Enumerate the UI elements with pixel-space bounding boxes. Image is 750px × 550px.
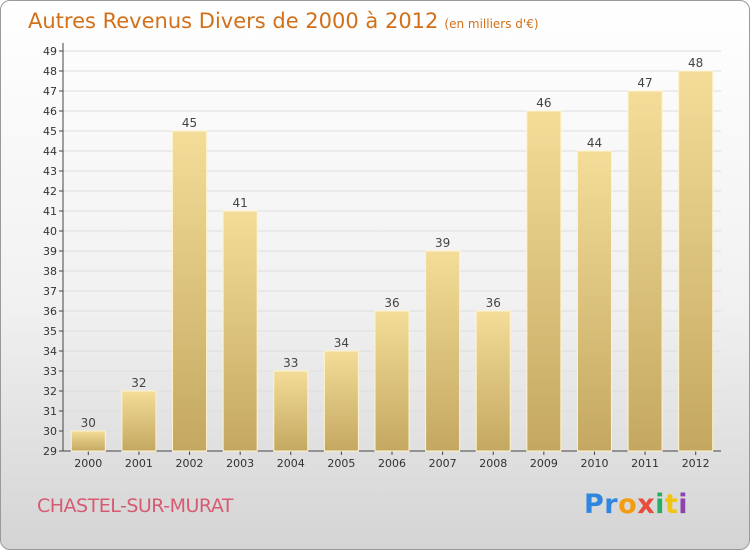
- bar-2003: [222, 210, 258, 452]
- y-tick-label: 42: [43, 185, 57, 198]
- data-label: 30: [81, 416, 96, 430]
- data-label: 32: [131, 376, 146, 390]
- x-tick-label: 2009: [530, 457, 558, 470]
- y-tick-label: 47: [43, 85, 57, 98]
- bar-2011: [627, 90, 663, 452]
- y-tick-label: 29: [43, 445, 57, 458]
- data-label: 47: [637, 76, 652, 90]
- y-tick-label: 43: [43, 165, 57, 178]
- y-tick-label: 36: [43, 305, 57, 318]
- logo-letter: o: [618, 489, 638, 520]
- y-tick-label: 38: [43, 265, 57, 278]
- data-label: 34: [334, 336, 349, 350]
- bar-2008: [475, 310, 511, 452]
- y-tick-label: 31: [43, 405, 57, 418]
- data-label: 36: [486, 296, 501, 310]
- data-label: 46: [536, 96, 551, 110]
- bars: [70, 70, 714, 452]
- bar-2010: [576, 150, 612, 452]
- y-tick-label: 40: [43, 225, 57, 238]
- bar-2004: [273, 370, 309, 452]
- x-tick-label: 2006: [378, 457, 406, 470]
- logo-letter: i: [655, 489, 665, 520]
- x-tick-label: 2010: [580, 457, 608, 470]
- y-tick-label: 46: [43, 105, 57, 118]
- data-label: 44: [587, 136, 602, 150]
- logo-letter: r: [604, 489, 619, 520]
- y-tick-label: 44: [43, 145, 57, 158]
- logo-letter: x: [637, 489, 656, 520]
- bar-2012: [678, 70, 714, 452]
- data-label: 39: [435, 236, 450, 250]
- logo-letter: i: [678, 489, 689, 520]
- data-labels: 30 32 45 41 33 34 36 39 36 46 44 47 48: [81, 56, 704, 430]
- y-tick-label: 33: [43, 365, 57, 378]
- data-label: 41: [233, 196, 248, 210]
- commune-name: CHASTEL-SUR-MURAT: [37, 495, 233, 517]
- y-tick-label: 30: [43, 425, 57, 438]
- x-tick-label: 2011: [631, 457, 659, 470]
- y-tick-label: 39: [43, 245, 57, 258]
- y-tick-label: 48: [43, 65, 57, 78]
- chart-title-text: Autres Revenus Divers de 2000 à 2012: [28, 9, 439, 33]
- x-tick-label: 2007: [429, 457, 457, 470]
- data-label: 33: [283, 356, 298, 370]
- logo-letter: t: [664, 489, 679, 520]
- data-label: 45: [182, 116, 197, 130]
- y-tick-label: 37: [43, 285, 57, 298]
- x-tick-label: 2002: [176, 457, 204, 470]
- bar-2006: [374, 310, 410, 452]
- y-tick-label: 49: [43, 45, 57, 58]
- data-label: 36: [384, 296, 399, 310]
- bar-2001: [121, 390, 157, 452]
- bar-2005: [323, 350, 359, 452]
- logo-letter: P: [584, 489, 605, 520]
- y-tick-label: 34: [43, 345, 57, 358]
- chart-subtitle: (en milliers d'€): [444, 17, 539, 31]
- x-tick-label: 2003: [226, 457, 254, 470]
- x-tick-label: 2008: [479, 457, 507, 470]
- x-tick-label: 2005: [327, 457, 355, 470]
- bar-2009: [526, 110, 562, 452]
- bar-2007: [425, 250, 461, 452]
- y-tick-label: 41: [43, 205, 57, 218]
- x-tick-label: 2012: [682, 457, 710, 470]
- y-tick-label: 45: [43, 125, 57, 138]
- data-label: 48: [688, 56, 703, 70]
- proxiti-logo[interactable]: Proxiti: [584, 489, 688, 520]
- bar-2000: [70, 430, 106, 452]
- chart-title: Autres Revenus Divers de 2000 à 2012 (en …: [28, 9, 539, 33]
- y-tick-label: 32: [43, 385, 57, 398]
- x-tick-label: 2001: [125, 457, 153, 470]
- y-tick-label: 35: [43, 325, 57, 338]
- x-tick-label: 2004: [277, 457, 305, 470]
- bar-2002: [172, 130, 208, 452]
- x-tick-label: 2000: [74, 457, 102, 470]
